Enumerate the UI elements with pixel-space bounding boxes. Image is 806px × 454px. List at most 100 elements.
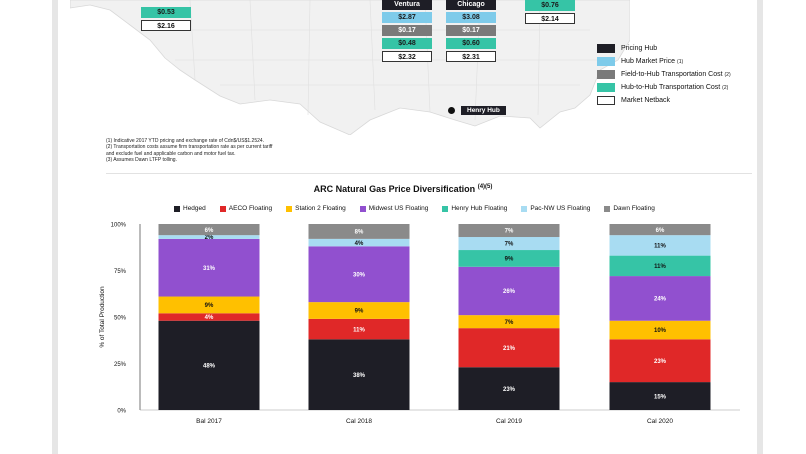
bar-segment [158,238,260,297]
data-label: 11% [353,327,365,333]
y-tick-label: 50% [114,316,127,322]
bar-segment [458,315,560,329]
callout-west: $0.53 $2.16 [141,5,191,31]
legend-swatch [604,205,611,212]
data-label: 8% [355,230,364,236]
data-label: 4% [355,241,364,247]
market-netback: $2.14 [525,13,575,24]
callout-ventura: Ventura $2.87 $0.17 $0.48 $2.32 [382,0,432,62]
chart-legend-item: Henry Hub Floating [442,205,507,212]
map-legend-item: Field-to-Hub Transportation Cost (2) [597,68,731,81]
bar-segment [609,224,711,236]
hub-market-price: $3.08 [446,12,496,23]
market-netback: $2.32 [382,51,432,62]
legend-swatch [521,205,528,212]
bar-segment [158,320,260,410]
chart-legend-item: Dawn Floating [604,205,655,212]
bar-segment [458,224,560,238]
y-tick-label: 100% [111,223,127,229]
data-label: 15% [654,394,667,400]
legend-label: Market Netback [621,97,671,104]
legend-swatch [219,205,226,212]
left-border [52,0,58,454]
y-tick-label: 25% [114,362,127,368]
legend-label: Henry Hub Floating [451,205,508,212]
data-label: 2% [205,235,214,241]
x-tick-label: Cal 2020 [647,418,673,425]
data-label: 9% [505,257,514,263]
henry-hub-marker: Henry Hub [448,106,506,115]
footnote: (2) Transportation costs assume firm tra… [106,144,273,151]
legend-sup: (2) [724,71,731,78]
hub-market-price: $2.87 [382,12,432,23]
data-label: 23% [503,387,516,393]
bar-segment [458,328,560,368]
data-label: 7% [505,229,514,235]
legend-label: Station 2 Floating [295,205,346,212]
bar-segment [458,266,560,316]
chart-legend: Hedged AECO Floating Station 2 Floating Mid… [174,205,669,212]
x-tick-label: Bal 2017 [196,418,222,425]
bar-segment [308,224,410,239]
map-legend-item: Market Netback [597,94,731,107]
data-label: 31% [203,266,216,272]
bar-segment [458,367,560,410]
legend-swatch [597,70,615,79]
data-label: 26% [503,289,516,295]
legend-label: Pac-NW US Floating [530,205,591,212]
legend-label: Hub Market Price [621,58,676,65]
market-netback: $2.31 [446,51,496,62]
data-label: 9% [205,303,214,309]
divider [106,173,752,174]
data-label: 38% [353,373,366,379]
legend-swatch [286,205,293,212]
hub-to-hub-cost: $0.48 [382,38,432,49]
hub-name: Ventura [382,0,432,10]
y-tick-label: 0% [117,409,126,415]
data-label: 11% [654,244,666,250]
bar-segment [158,313,260,321]
footnotes: (1) Indicative 2017 YTD pricing and exch… [106,138,272,163]
bar-segment [308,339,410,410]
map-legend-item: Hub-to-Hub Transportation Cost (2) [597,81,731,94]
legend-sup: (1) [677,58,684,65]
bar-segment [158,235,260,239]
bar-segment [458,250,560,267]
bar-segment [609,339,711,383]
bar-segment [609,255,711,277]
map-legend: Pricing Hub Hub Market Price (1) Field-t… [597,42,731,107]
legend-swatch [597,83,615,92]
hub-to-hub-cost: $0.60 [446,38,496,49]
chart-title-sup: (4)(5) [477,184,493,190]
data-label: 30% [353,272,366,278]
bar-segment [609,276,711,321]
chart-legend-item: Pac-NW US Floating [521,205,590,212]
data-label: 11% [654,264,666,270]
chart-legend-item: Station 2 Floating [286,205,346,212]
y-axis-label: % of Total Production [99,286,106,348]
y-tick-label: 75% [114,269,127,275]
legend-label: Hub-to-Hub Transportation Cost [621,84,721,91]
field-to-hub-cost: $0.17 [382,25,432,36]
footnote: (3) Assumes Dawn LTFP tolling. [106,156,177,163]
bar-segment [458,237,560,251]
chart-title-text: ARC Natural Gas Price Diversification [313,184,476,194]
chart-legend-item: Midwest US Floating [359,205,429,212]
x-tick-label: Cal 2019 [496,418,522,425]
legend-sup: (2) [722,84,729,91]
data-label: 10% [654,328,667,334]
data-label: 48% [203,364,216,370]
data-label: 24% [654,297,667,303]
hub-to-hub-cost: $0.53 [141,7,191,18]
map-legend-item: Pricing Hub [597,42,731,55]
bar-segment [308,302,410,319]
bar-segment [609,320,711,340]
legend-swatch [597,57,615,66]
bar-segment [158,224,260,236]
legend-label: Pricing Hub [621,45,658,52]
market-netback: $2.16 [141,20,191,31]
footnote: (1) Indicative 2017 YTD pricing and exch… [106,138,265,144]
legend-label: Midwest US Floating [368,205,429,212]
